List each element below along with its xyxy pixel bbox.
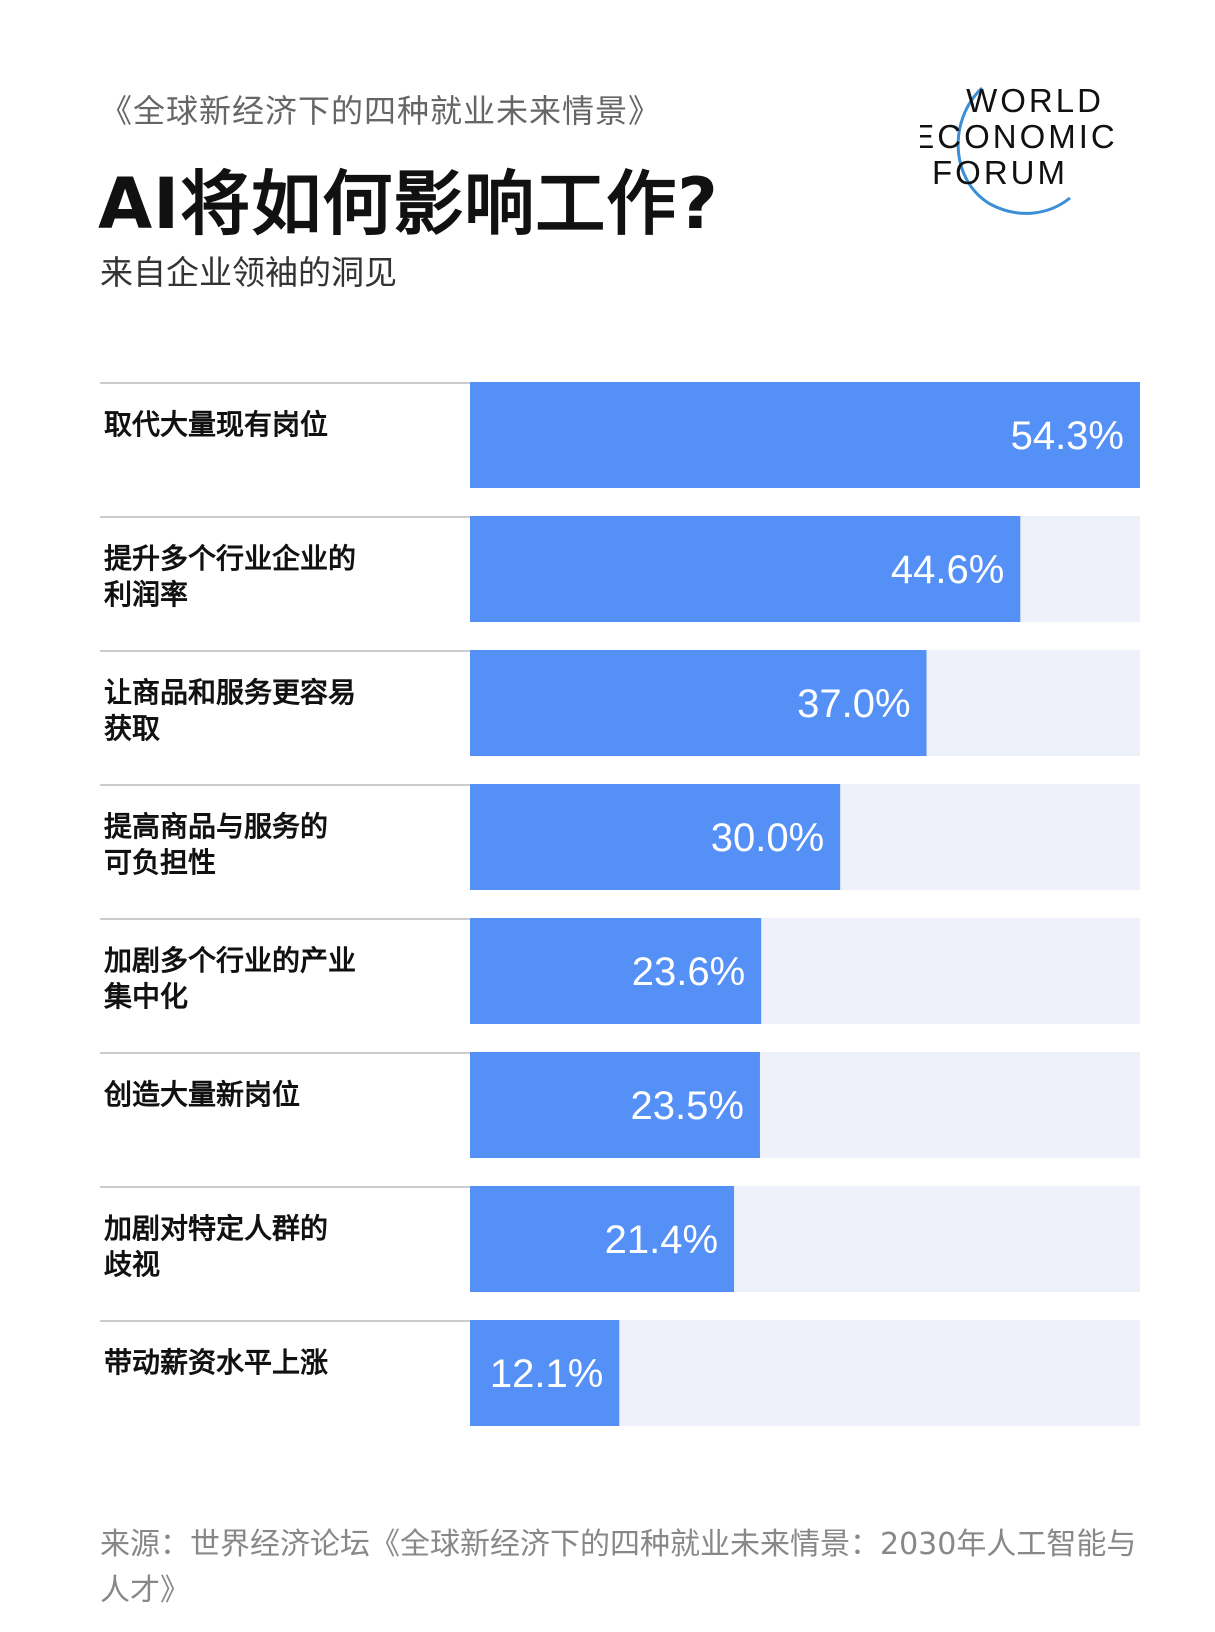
category-label: 创造大量新岗位: [103, 1078, 300, 1111]
category-label: 利润率: [104, 578, 188, 611]
bar: [470, 382, 1140, 488]
category-label: 获取: [104, 712, 160, 745]
bar-value-label: 30.0%: [711, 816, 824, 860]
bar-value-label: 12.1%: [490, 1352, 603, 1396]
bar-value-label: 23.6%: [632, 950, 745, 994]
report-title: 《全球新经济下的四种就业未来情景》: [100, 92, 662, 130]
bar-value-label: 23.5%: [631, 1084, 744, 1128]
category-label: 取代大量现有岗位: [104, 408, 328, 441]
category-label: 加剧对特定人群的: [104, 1212, 328, 1245]
bar: [470, 1320, 620, 1426]
category-label: 可负担性: [104, 846, 216, 879]
bar: [470, 650, 927, 756]
bar: [470, 918, 762, 1024]
category-label: 歧视: [104, 1248, 160, 1281]
category-label: 提升多个行业企业的: [104, 542, 356, 575]
bar-value-label: 37.0%: [797, 682, 910, 726]
bar-value-label: 44.6%: [891, 548, 1004, 592]
bar: [470, 1186, 735, 1292]
bar: [470, 516, 1021, 622]
source-note: 来源：世界经济论坛《全球新经济下的四种就业未来情景：2030年人工智能与人才》: [100, 1527, 1137, 1608]
category-label: 加剧多个行业的产业: [104, 944, 356, 977]
wef-logo: WORLD ECONOMIC FORUM: [912, 80, 1150, 230]
logo-text-world: WORLD: [966, 82, 1104, 119]
page-subtitle: 来自企业领袖的洞见: [100, 253, 397, 292]
bar: [470, 784, 841, 890]
logo-text-forum: FORUM: [932, 154, 1068, 191]
bar-value-label: 54.3%: [1011, 414, 1124, 458]
category-label: 集中化: [103, 980, 188, 1013]
logo-arc: [956, 86, 1071, 215]
logo-text-economic: ECONOMIC: [920, 118, 1118, 155]
category-label: 让商品和服务更容易: [104, 676, 356, 709]
bar-value-label: 21.4%: [605, 1218, 718, 1262]
category-label: 带动薪资水平上涨: [104, 1346, 328, 1379]
bar: [470, 1052, 760, 1158]
page-title: AI将如何影响工作?: [98, 163, 719, 245]
category-label: 提高商品与服务的: [104, 810, 328, 843]
